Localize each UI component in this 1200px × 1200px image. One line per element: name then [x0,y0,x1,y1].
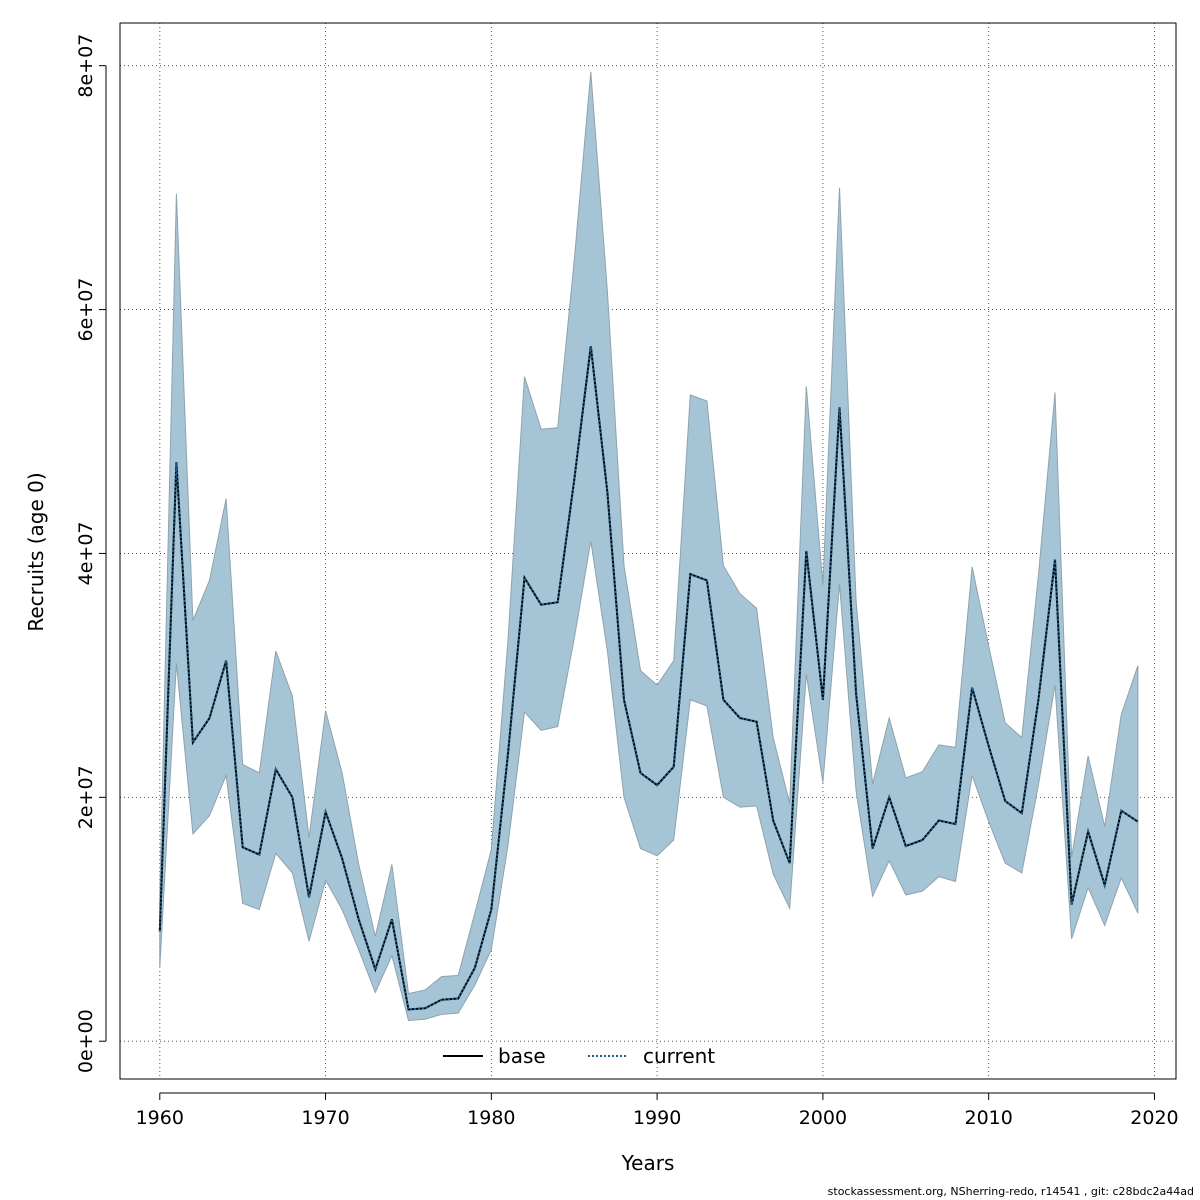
y-tick-label: 4e+07 [75,522,97,586]
x-axis-title: Years [621,1151,675,1175]
series-line-current [158,345,1139,1011]
y-tick-label: 0e+00 [75,1009,97,1073]
legend-label-base: base [498,1044,546,1068]
x-tick-label: 1990 [633,1107,681,1129]
plot-frame [119,22,1177,1080]
y-tick-label: 8e+07 [75,34,97,98]
x-tick-label: 2010 [964,1107,1012,1129]
x-tick-label: 1960 [136,1107,184,1129]
y-tick-label: 2e+07 [75,765,97,829]
y-axis-title: Recruits (age 0) [24,472,48,631]
x-tick-label: 1970 [301,1107,349,1129]
y-tick-label: 6e+07 [75,278,97,342]
x-tick-label: 2000 [799,1107,847,1129]
x-tick-label: 1980 [467,1107,515,1129]
x-axis: 1960 1970 1980 1990 2000 2010 2020 [136,1092,1179,1129]
y-axis: 0e+00 2e+07 4e+07 6e+07 8e+07 [75,34,107,1073]
confidence-band [159,71,1139,1022]
x-tick-label: 2020 [1130,1107,1178,1129]
grid-lines [120,23,1176,1079]
legend: base current [443,1044,715,1068]
footer-credit: stockassessment.org, NSherring-redo, r14… [827,1185,1194,1198]
legend-label-current: current [643,1044,715,1068]
